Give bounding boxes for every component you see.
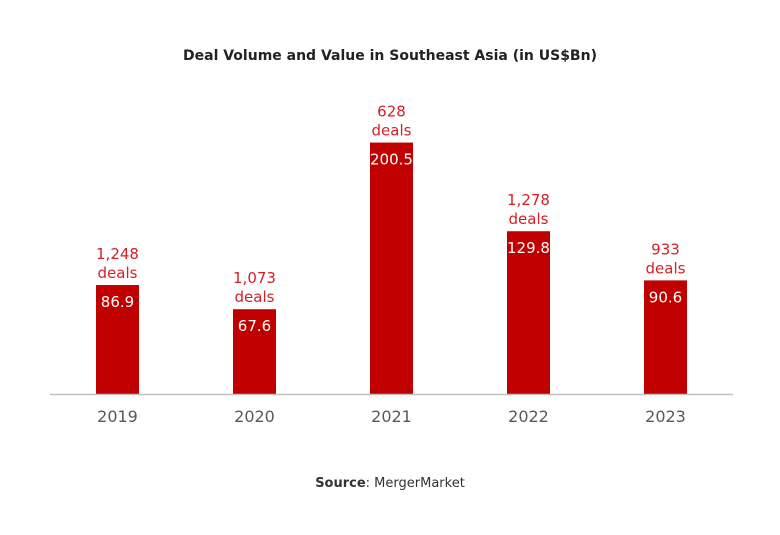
bar-2023 (644, 280, 687, 394)
deal-count-label: 933 (651, 240, 680, 258)
source-text: : MergerMarket (365, 476, 465, 491)
value-label: 129.8 (507, 239, 550, 257)
deal-suffix-label: deals (235, 288, 275, 306)
deal-suffix-label: deals (98, 264, 138, 282)
x-tick-label: 2022 (508, 407, 549, 426)
x-tick-label: 2021 (371, 407, 412, 426)
deal-count-label: 1,248 (96, 245, 139, 263)
bar-2021 (370, 142, 413, 394)
bar-2022 (507, 231, 550, 394)
x-tick-label: 2019 (97, 407, 138, 426)
bar-2020 (233, 309, 276, 394)
value-label: 200.5 (370, 151, 413, 169)
deal-suffix-label: deals (646, 259, 686, 277)
deal-count-label: 1,073 (233, 269, 276, 287)
source-label: Source (315, 476, 366, 491)
deal-suffix-label: deals (372, 122, 412, 140)
value-label: 67.6 (238, 317, 271, 335)
value-label: 90.6 (649, 288, 682, 306)
x-tick-label: 2020 (234, 407, 275, 426)
source-note: Source: MergerMarket (0, 476, 780, 491)
value-label: 86.9 (101, 293, 134, 311)
bar-2019 (96, 285, 139, 394)
deal-count-label: 628 (377, 103, 406, 121)
x-tick-label: 2023 (645, 407, 686, 426)
chart-title: Deal Volume and Value in Southeast Asia … (183, 48, 597, 64)
deal-count-label: 1,278 (507, 191, 550, 209)
deal-suffix-label: deals (509, 210, 549, 228)
